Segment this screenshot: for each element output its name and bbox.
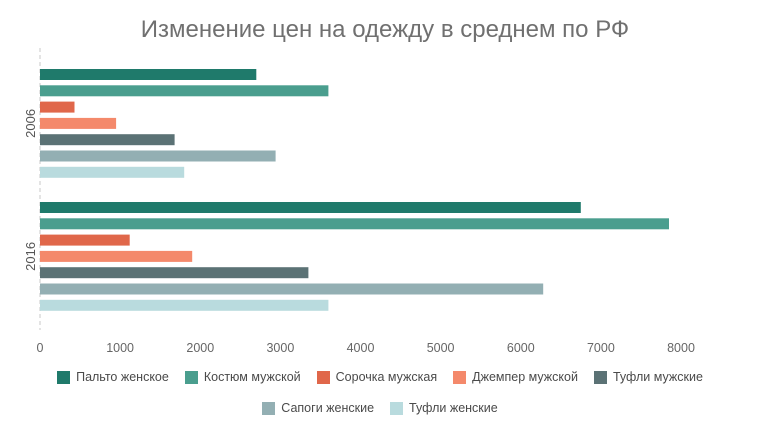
legend-swatch [316, 370, 330, 384]
bar-2016-2 [40, 218, 669, 230]
legend-item: Туфли мужские [593, 370, 703, 384]
bar-2016-6 [40, 283, 544, 295]
legend-row: Пальто женское Костюм мужской Сорочка мужс… [0, 366, 760, 388]
category-label-2016: 2016 [23, 242, 38, 271]
legend-label: Туфли мужские [612, 370, 703, 384]
legend-item: Сапоги женские [262, 401, 374, 415]
x-tick-label: 7000 [587, 341, 615, 355]
legend-swatch [453, 370, 467, 384]
legend-item: Костюм мужской [184, 370, 301, 384]
x-tick-labels: 0 1000 2000 3000 4000 5000 6000 7000 8000 [37, 341, 695, 355]
legend-label: Сорочка мужская [335, 370, 438, 384]
bar-2016-4 [40, 250, 193, 262]
legend-item: Джемпер мужской [453, 370, 578, 384]
x-tick-label: 2000 [186, 341, 214, 355]
legend: Пальто женское Костюм мужской Сорочка мужс… [0, 366, 760, 428]
bar-2006-5 [40, 134, 175, 146]
bar-2016-7 [40, 299, 329, 311]
legend-swatch [57, 370, 71, 384]
bar-2016-3 [40, 234, 130, 246]
x-tick-label: 1000 [106, 341, 134, 355]
bars [40, 69, 669, 311]
legend-swatch [390, 401, 404, 415]
legend-swatch [262, 401, 276, 415]
legend-label: Джемпер мужской [472, 370, 578, 384]
legend-row: Сапоги женские Туфли женские [0, 397, 760, 419]
bar-2006-1 [40, 69, 257, 80]
bar-2006-7 [40, 166, 185, 178]
bar-2006-2 [40, 85, 329, 97]
x-tick-label: 3000 [266, 341, 294, 355]
legend-item: Сорочка мужская [316, 370, 438, 384]
bar-2006-3 [40, 101, 75, 113]
legend-item: Пальто женское [57, 370, 169, 384]
bar-2016-5 [40, 267, 309, 279]
legend-label: Костюм мужской [203, 370, 301, 384]
x-tick-label: 5000 [427, 341, 455, 355]
bar-2006-6 [40, 150, 276, 162]
bar-2006-4 [40, 117, 117, 129]
chart: Изменение цен на одежду в среднем по РФ … [23, 16, 695, 355]
x-tick-label: 8000 [667, 341, 695, 355]
bar-2016-1 [40, 202, 581, 213]
legend-swatch [593, 370, 607, 384]
category-label-2006: 2006 [23, 109, 38, 138]
legend-label: Сапоги женские [281, 401, 375, 415]
x-tick-label: 0 [37, 341, 44, 355]
legend-label: Пальто женское [76, 370, 169, 384]
legend-item: Туфли женские [390, 401, 498, 415]
legend-swatch [184, 370, 198, 384]
x-tick-label: 4000 [347, 341, 375, 355]
legend-label: Туфли женские [409, 401, 498, 415]
x-tick-label: 6000 [507, 341, 535, 355]
chart-title: Изменение цен на одежду в среднем по РФ [141, 16, 629, 43]
category-labels: 2006 2016 [23, 109, 38, 271]
